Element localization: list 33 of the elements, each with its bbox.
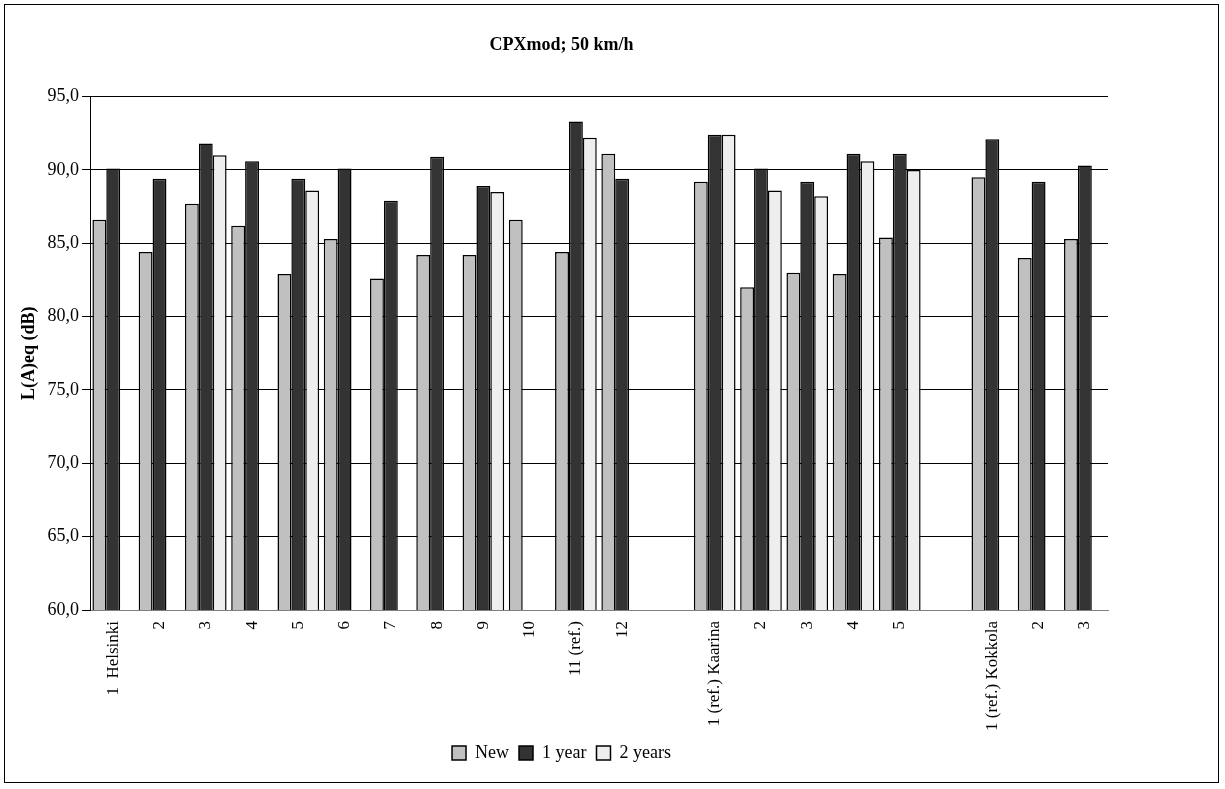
x-tick-label: 10: [519, 621, 539, 639]
legend-label: 1 year: [542, 741, 587, 762]
x-tick-label: 2: [750, 621, 770, 630]
y-tick-label: 95,0: [47, 85, 80, 106]
chart-title: CPXmod; 50 km/h: [489, 34, 634, 55]
x-tick-label: 3: [796, 621, 816, 630]
x-tick-label: 3: [1074, 621, 1094, 630]
x-tick-label: 5: [889, 621, 909, 630]
x-tick-label: 9: [472, 621, 492, 630]
y-tick-label: 90,0: [47, 158, 80, 179]
y-tick-label: 70,0: [47, 452, 80, 473]
y-tick-label: 60,0: [47, 598, 80, 619]
x-tick-label: 1 Helsinki: [102, 620, 122, 696]
y-tick-label: 75,0: [47, 378, 80, 399]
legend-label: New: [475, 741, 510, 762]
x-tick-label: 7: [380, 620, 400, 630]
x-tick-label: 2: [148, 621, 168, 630]
x-tick-label: 1 (ref.) Kokkola: [981, 620, 1001, 732]
x-tick-label: 4: [241, 620, 261, 630]
x-tick-label: 2: [1028, 621, 1048, 630]
y-tick-label: 80,0: [47, 305, 80, 326]
x-tick-label: 3: [195, 621, 215, 630]
legend-label: 2 years: [619, 741, 671, 762]
x-tick-label: 8: [426, 621, 446, 630]
x-tick-label: 1 (ref.) Kaarina: [704, 620, 724, 727]
x-tick-label: 6: [334, 621, 354, 630]
x-tick-label: 11 (ref.): [565, 621, 585, 677]
x-tick-label: 4: [842, 620, 862, 630]
y-tick-label: 85,0: [47, 232, 80, 253]
y-tick-label: 65,0: [47, 525, 80, 546]
x-tick-label: 12: [611, 621, 631, 639]
x-tick-label: 5: [287, 621, 307, 630]
y-axis-title: L(A)eq (dB): [18, 306, 40, 401]
